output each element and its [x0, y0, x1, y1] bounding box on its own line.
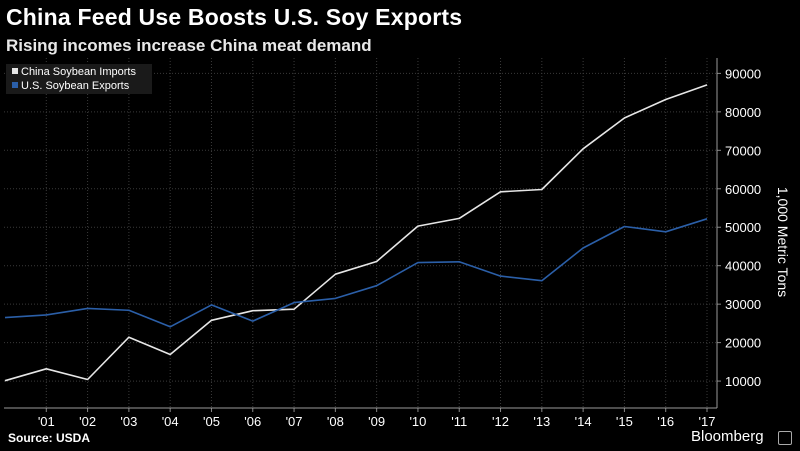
data-point: [500, 275, 502, 277]
series-lines: [4, 84, 708, 382]
data-point: [582, 148, 584, 150]
data-point: [665, 231, 667, 233]
data-point: [376, 261, 378, 263]
x-tick-label: '11: [451, 414, 467, 429]
data-point: [417, 225, 419, 227]
chart-subtitle: Rising incomes increase China meat deman…: [6, 36, 372, 55]
source-note: Source: USDA: [8, 431, 91, 445]
x-tick-label: '02: [79, 414, 96, 429]
data-point: [211, 304, 213, 306]
y-tick-label: 20000: [725, 336, 761, 351]
data-point: [252, 310, 254, 312]
tick-labels: 10000 20000 30000 40000 50000 60000 70000 80000…: [38, 66, 761, 429]
legend-label-us: U.S. Soybean Exports: [21, 80, 130, 92]
data-point: [87, 308, 89, 310]
data-point: [541, 280, 543, 282]
bloomberg-badge-icon: [778, 431, 792, 445]
data-point: [706, 218, 708, 220]
y-axis-label: 1,000 Metric Tons: [775, 187, 791, 297]
y-tick-label: 30000: [725, 297, 761, 312]
data-point: [582, 247, 584, 249]
data-point: [293, 308, 295, 310]
x-tick-label: '08: [327, 414, 344, 429]
x-tick-label: '05: [203, 414, 220, 429]
x-tick-label: '06: [244, 414, 261, 429]
x-tick-label: '16: [657, 414, 674, 429]
data-point: [624, 226, 626, 228]
legend-item-us: U.S. Soybean Exports: [12, 80, 129, 92]
x-tick-label: '13: [533, 414, 550, 429]
y-tick-label: 90000: [725, 66, 761, 81]
data-point: [128, 310, 130, 312]
data-point: [624, 117, 626, 119]
data-point: [45, 314, 47, 316]
y-tick-label: 60000: [725, 182, 761, 197]
chart-title: China Feed Use Boosts U.S. Soy Exports: [6, 4, 463, 30]
brand-logo-text: Bloomberg: [691, 428, 764, 445]
legend-label-china: China Soybean Imports: [21, 66, 136, 78]
us-soybean-exports-line: [4, 218, 708, 328]
data-point: [458, 261, 460, 263]
y-tick-label: 70000: [725, 143, 761, 158]
x-tick-label: '17: [699, 414, 716, 429]
data-point: [417, 262, 419, 264]
x-tick-label: '14: [575, 414, 592, 429]
data-point: [335, 298, 337, 300]
data-point: [169, 326, 171, 328]
data-point: [293, 302, 295, 304]
x-tick-label: '12: [492, 414, 509, 429]
data-point: [211, 320, 213, 322]
legend-item-china: China Soybean Imports: [12, 66, 136, 78]
x-tick-label: '04: [162, 414, 179, 429]
data-point: [4, 380, 6, 382]
china-soybean-imports-line: [4, 84, 708, 382]
data-point: [4, 317, 6, 319]
y-tick-label: 40000: [725, 259, 761, 274]
data-point: [45, 368, 47, 370]
data-point: [665, 99, 667, 101]
x-tick-label: '09: [368, 414, 385, 429]
data-point: [128, 336, 130, 338]
data-point: [458, 218, 460, 220]
legend-swatch-us: [12, 82, 18, 88]
data-point: [541, 189, 543, 191]
chart-legend: China Soybean Imports U.S. Soybean Expor…: [6, 64, 152, 94]
y-tick-label: 10000: [725, 374, 761, 389]
data-point: [500, 191, 502, 193]
data-point: [335, 273, 337, 275]
x-tick-label: '01: [38, 414, 55, 429]
y-tick-label: 80000: [725, 105, 761, 120]
data-point: [252, 320, 254, 322]
data-point: [706, 84, 708, 86]
x-tick-label: '03: [120, 414, 137, 429]
grid-lines: [4, 58, 717, 408]
data-point: [169, 354, 171, 356]
data-point: [87, 379, 89, 381]
x-tick-label: '07: [286, 414, 303, 429]
axes: [4, 58, 721, 412]
legend-swatch-china: [12, 68, 18, 74]
data-point: [376, 285, 378, 287]
x-tick-label: '10: [409, 414, 426, 429]
y-tick-label: 50000: [725, 220, 761, 235]
x-tick-label: '15: [616, 414, 633, 429]
